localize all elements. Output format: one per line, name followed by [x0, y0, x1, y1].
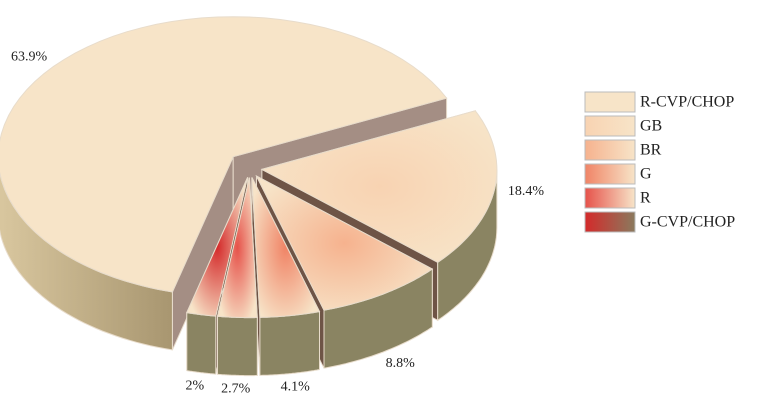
pie	[0, 16, 498, 377]
value-label: 2.7%	[221, 382, 251, 397]
value-label: 2%	[186, 379, 205, 394]
legend-swatch	[584, 139, 636, 161]
value-label: 18.4%	[508, 184, 545, 199]
value-label: 4.1%	[281, 380, 311, 395]
value-labels: 63.9% 18.4% 8.8% 2% 4.1% 2.7%	[11, 50, 544, 397]
legend-label: G	[640, 166, 652, 183]
legend-swatch	[584, 211, 636, 233]
value-label: 63.9%	[11, 50, 48, 65]
legend-swatch	[584, 187, 636, 209]
legend-swatch	[584, 115, 636, 137]
slice-side	[259, 311, 320, 376]
slice	[216, 177, 258, 319]
value-label: 8.8%	[386, 356, 416, 371]
slice	[260, 110, 498, 263]
legend-swatch	[584, 163, 636, 185]
legend-label: R-CVP/CHOP	[640, 94, 734, 111]
slice	[186, 177, 249, 317]
slice	[255, 174, 434, 311]
legend-label: GB	[640, 118, 662, 135]
slice-side	[186, 311, 217, 375]
legend: R-CVP/CHOP GB BR GR G-CVP/CHOP	[584, 91, 735, 233]
legend-swatch	[584, 91, 636, 113]
legend-label: R	[640, 190, 651, 207]
slice-side	[217, 315, 258, 377]
legend-label: BR	[640, 142, 662, 159]
slice	[251, 177, 321, 318]
slice	[0, 16, 448, 293]
legend-label: G-CVP/CHOP	[640, 214, 735, 231]
